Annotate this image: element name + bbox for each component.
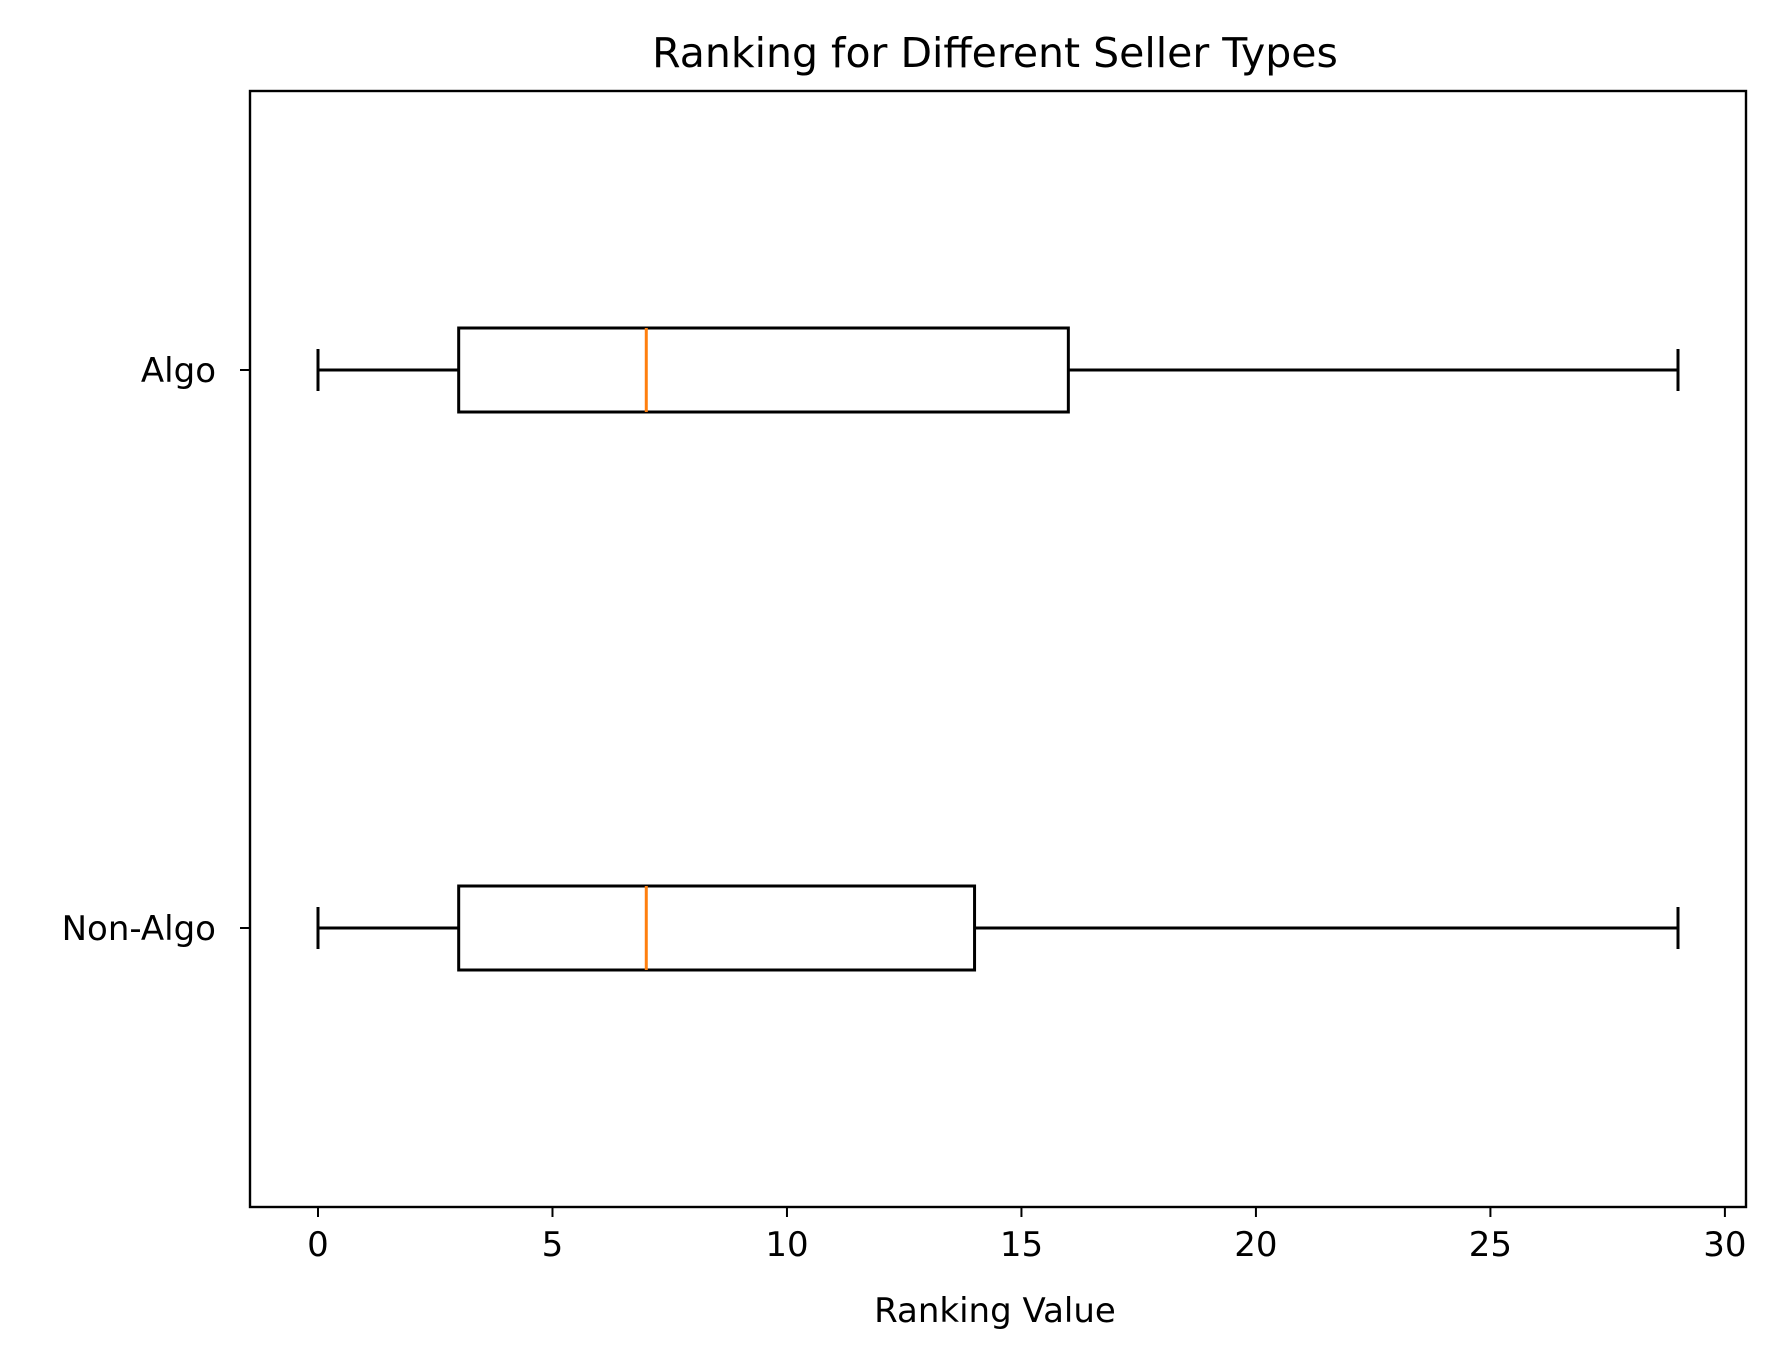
chart-title: Ranking for Different Seller Types <box>652 29 1338 77</box>
iqr-box <box>457 884 977 972</box>
iqr-box <box>457 326 1070 414</box>
plot-area-frame <box>248 89 1748 1209</box>
y-category-label: Non-Algo <box>62 909 216 949</box>
x-axis-label: Ranking Value <box>874 1291 1116 1331</box>
x-tick-label: 10 <box>765 1225 808 1265</box>
y-category-label: Algo <box>141 351 216 391</box>
x-tick-label: 0 <box>307 1225 329 1265</box>
x-tick-label: 25 <box>1469 1225 1512 1265</box>
y-axis-ticks: Non-Algo Algo <box>62 351 250 949</box>
x-tick-label: 5 <box>542 1225 564 1265</box>
box-non-algo <box>316 884 1680 972</box>
box-elements <box>316 326 1680 972</box>
x-axis-ticks: 0 5 10 15 20 25 30 <box>307 1207 1747 1265</box>
x-tick-label: 15 <box>1000 1225 1043 1265</box>
box-algo <box>316 326 1680 414</box>
x-tick-label: 20 <box>1234 1225 1277 1265</box>
x-tick-label: 30 <box>1703 1225 1746 1265</box>
